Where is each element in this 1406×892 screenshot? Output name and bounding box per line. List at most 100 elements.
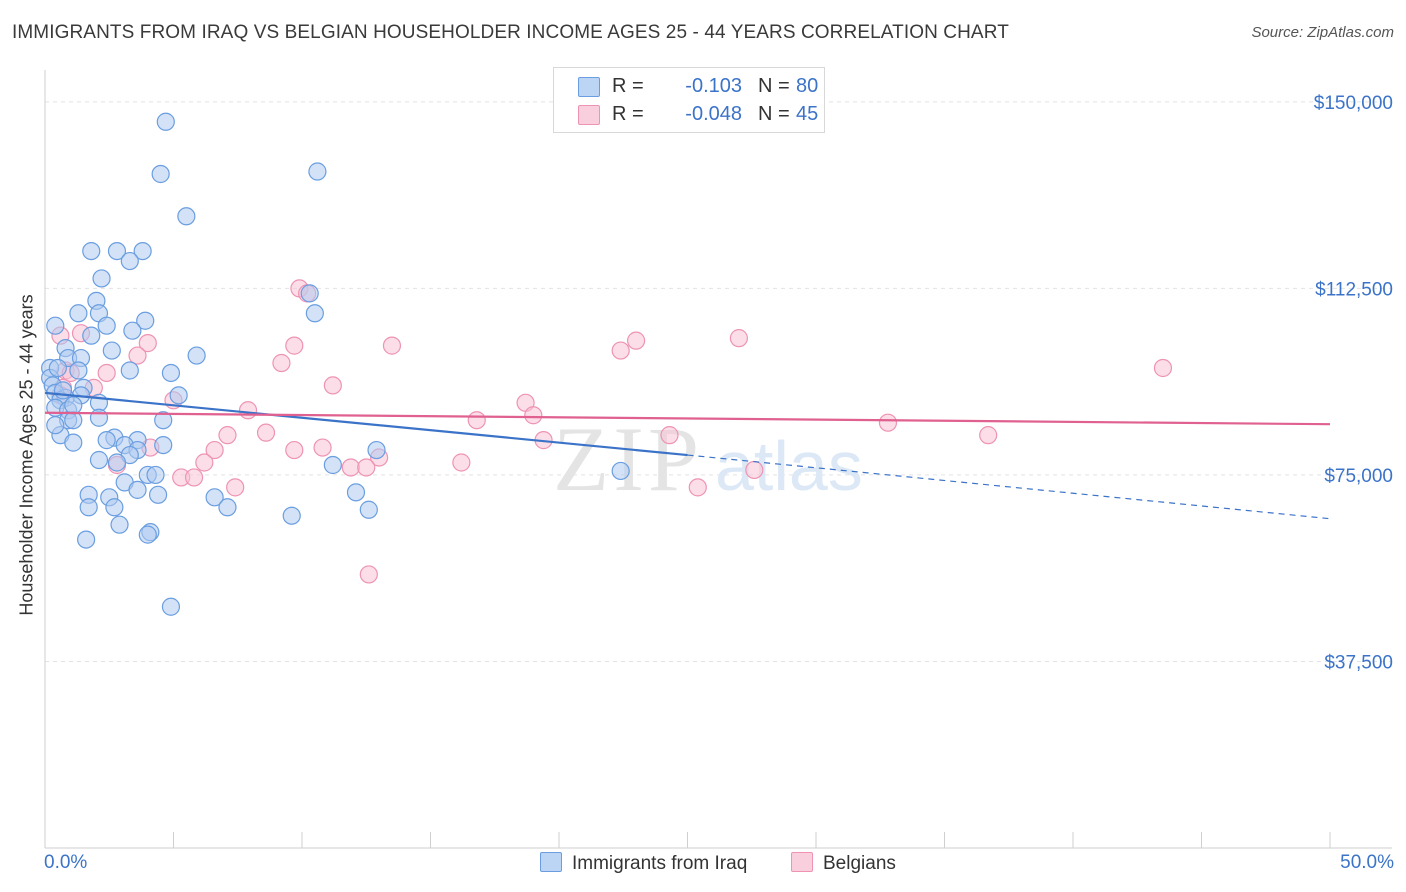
- y-tick-label: $112,500: [1315, 279, 1393, 300]
- belgians-point: [256, 423, 276, 442]
- belgians-point: [97, 363, 116, 383]
- iraq-point: [323, 455, 342, 475]
- iraq-point: [46, 316, 65, 335]
- chart-title: IMMIGRANTS FROM IRAQ VS BELGIAN HOUSEHOL…: [12, 22, 1009, 43]
- bottom-legend-label-iraq: Immigrants from Iraq: [572, 853, 748, 874]
- bottom-legend-swatch-iraq: [540, 852, 562, 872]
- belgians-point: [357, 458, 376, 477]
- iraq-point: [611, 461, 630, 481]
- iraq-point: [69, 304, 88, 323]
- x-ticks: [44, 832, 1331, 848]
- y-axis-label: Householder Income Ages 25 - 44 years: [16, 294, 37, 616]
- iraq-points: [41, 112, 630, 616]
- iraq-point: [205, 488, 224, 507]
- iraq-point: [82, 326, 101, 345]
- iraq-point: [46, 416, 65, 435]
- legend-r-value: -0.103: [685, 75, 742, 97]
- iraq-point: [123, 321, 142, 340]
- belgians-point: [626, 331, 646, 350]
- y-tick-label: $150,000: [1314, 93, 1393, 114]
- legend-r-label: R =: [612, 103, 644, 125]
- belgians-point: [128, 346, 147, 365]
- iraq-point: [105, 498, 124, 517]
- belgians-point: [1153, 358, 1173, 378]
- belgians-point: [660, 426, 679, 445]
- watermark: ZIP atlas: [553, 408, 863, 510]
- iraq-point: [169, 386, 188, 405]
- belgians-point: [272, 353, 291, 373]
- watermark-atlas: atlas: [715, 427, 863, 505]
- iraq-point: [97, 316, 116, 335]
- bottom-legend-label-belgians: Belgians: [823, 853, 896, 874]
- legend-box: R = -0.103 N = 80 R = -0.048 N = 45: [553, 67, 825, 133]
- iraq-point: [187, 346, 206, 365]
- iraq-point: [136, 311, 155, 330]
- bottom-legend-iraq: Immigrants from Iraq: [540, 852, 747, 875]
- iraq-point: [161, 597, 181, 616]
- belgians-point: [285, 440, 304, 460]
- y-tick-label: $37,500: [1324, 652, 1393, 673]
- belgians-point: [238, 401, 258, 420]
- x-tick-label-min: 0.0%: [44, 852, 88, 873]
- iraq-point: [300, 284, 319, 303]
- belgians-point: [205, 440, 224, 460]
- iraq-point: [308, 162, 327, 181]
- iraq-point: [107, 453, 127, 472]
- iraq-point: [102, 341, 121, 360]
- trend-lines: [44, 391, 1331, 520]
- iraq-point: [92, 269, 111, 288]
- belgians-point: [452, 453, 471, 472]
- iraq-point: [77, 530, 96, 549]
- belgians-point: [195, 453, 214, 472]
- belgians-point: [341, 458, 360, 477]
- iraq-point: [82, 241, 101, 261]
- belgians-point: [285, 336, 304, 355]
- iraq-point: [64, 433, 83, 452]
- y-tick-label: $75,000: [1324, 466, 1393, 487]
- iraq-point: [146, 465, 165, 485]
- iraq-point: [148, 485, 168, 504]
- iraq-point: [359, 500, 378, 519]
- legend-r-label: R =: [612, 75, 644, 97]
- iraq-point: [156, 112, 175, 131]
- belgians-point: [313, 438, 332, 457]
- belgians-point: [745, 460, 764, 480]
- iraq-point: [120, 361, 139, 380]
- belgians-point: [878, 413, 898, 432]
- iraq-point: [218, 498, 237, 517]
- iraq-point: [282, 506, 301, 525]
- iraq-point: [79, 498, 98, 517]
- belgians-point: [729, 329, 749, 348]
- gridlines: [45, 101, 1392, 662]
- iraq-point: [53, 381, 73, 400]
- legend-swatch-iraq: [578, 77, 600, 97]
- iraq-trend-extrapolation: [687, 454, 1331, 520]
- belgians-point: [184, 468, 204, 487]
- iraq-point: [64, 396, 83, 415]
- iraq-point: [367, 440, 386, 460]
- iraq-point: [151, 164, 170, 184]
- belgians-trend-line: [44, 411, 1331, 426]
- belgians-point: [226, 478, 245, 497]
- y-tick-labels: $37,500 $75,000 $112,500 $150,000: [1314, 93, 1393, 674]
- legend-r-value: -0.048: [685, 103, 742, 125]
- iraq-point: [305, 304, 324, 323]
- belgians-point: [467, 411, 486, 430]
- belgians-point: [382, 336, 402, 355]
- iraq-point: [89, 450, 109, 470]
- iraq-point: [346, 483, 366, 502]
- iraq-trend-line: [44, 391, 688, 457]
- belgians-point: [218, 426, 237, 445]
- iraq-point: [128, 480, 147, 499]
- legend-n-label: N =: [758, 75, 790, 97]
- belgians-point: [323, 376, 342, 395]
- iraq-point: [154, 435, 173, 455]
- belgians-point: [979, 426, 998, 445]
- belgians-point: [524, 406, 543, 425]
- iraq-point: [48, 358, 67, 378]
- legend-n-value: 80: [796, 75, 819, 97]
- iraq-point: [107, 241, 127, 261]
- iraq-point: [133, 241, 152, 261]
- belgians-point: [138, 334, 157, 353]
